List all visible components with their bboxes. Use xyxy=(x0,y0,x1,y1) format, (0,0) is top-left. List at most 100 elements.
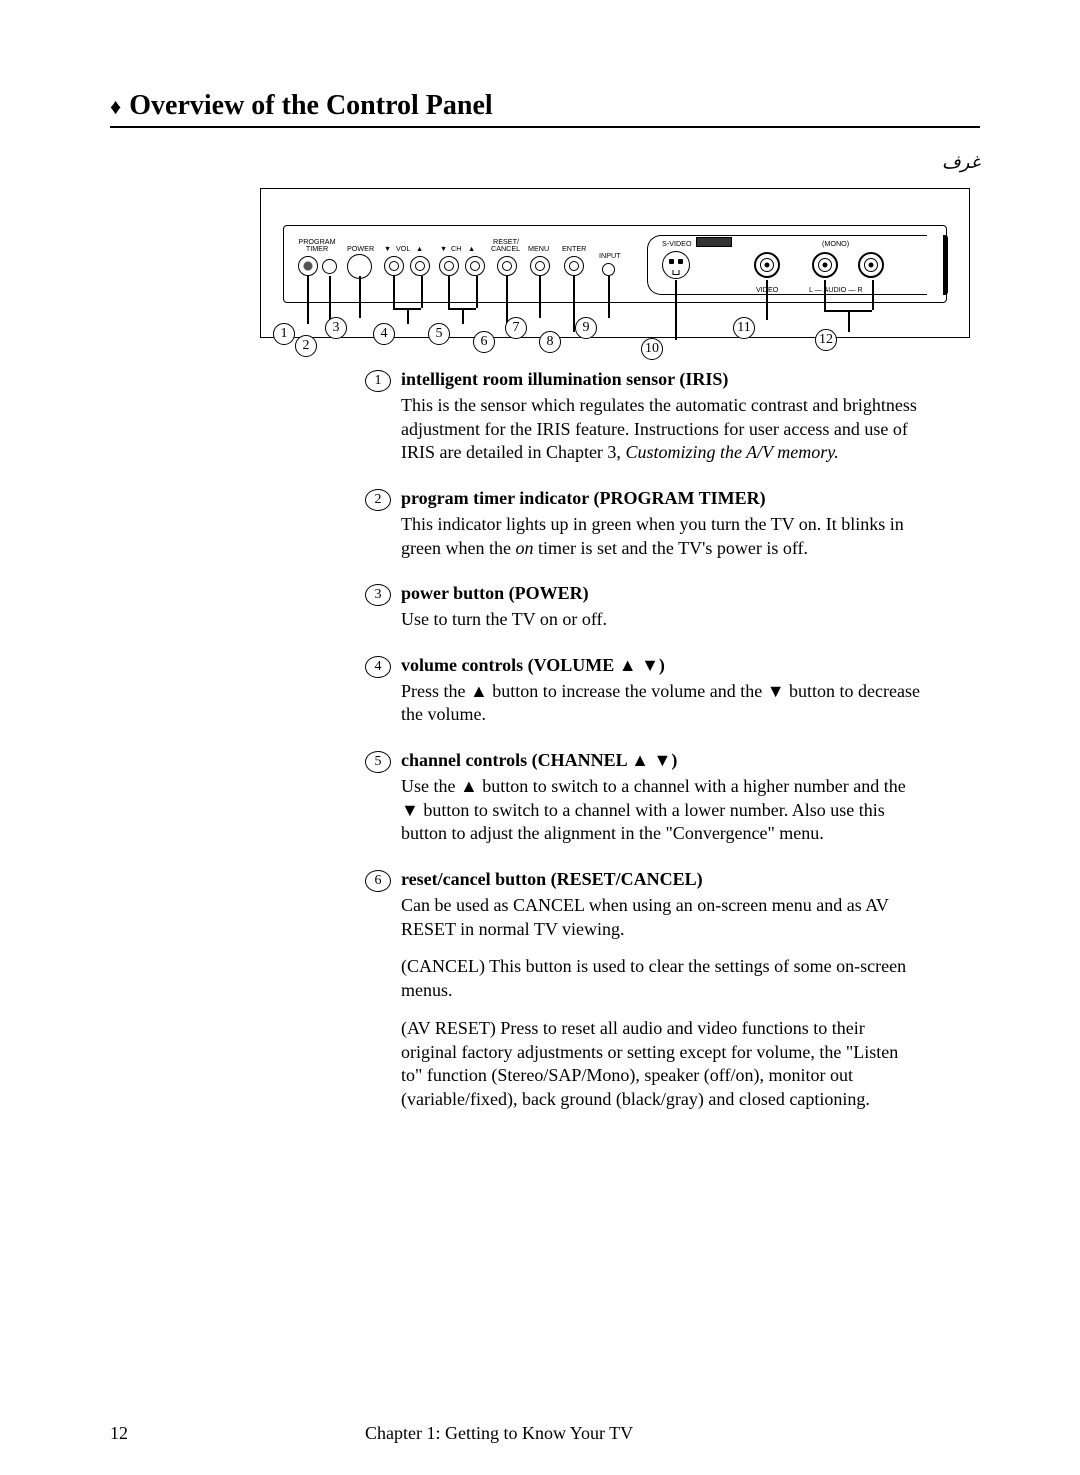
item-body: reset/cancel button (RESET/CANCEL) Can be… xyxy=(401,868,920,1112)
callout-6: 6 xyxy=(473,331,495,353)
lead xyxy=(359,276,361,318)
lead xyxy=(421,276,423,308)
lead xyxy=(307,276,309,324)
item-desc: This indicator lights up in green when y… xyxy=(401,513,920,561)
lead xyxy=(766,280,768,320)
label-input: INPUT xyxy=(599,252,621,259)
ch-up xyxy=(465,256,485,276)
item-title: channel controls (CHANNEL ▲ ▼) xyxy=(401,750,677,770)
label-timer: TIMER xyxy=(294,245,340,252)
dark-box xyxy=(696,237,732,247)
item-desc: Can be used as CANCEL when using an on-s… xyxy=(401,894,920,1112)
item: 6 reset/cancel button (RESET/CANCEL) Can b… xyxy=(365,868,920,1112)
audio-l-jack xyxy=(812,252,838,278)
item-paragraph: This is the sensor which regulates the a… xyxy=(401,394,920,465)
label-enter: ENTER xyxy=(562,245,586,252)
lead xyxy=(573,276,575,332)
label-reset2: CANCEL xyxy=(491,245,520,252)
item-body: power button (POWER) Use to turn the TV o… xyxy=(401,582,920,632)
item-number: 3 xyxy=(365,584,391,606)
menu-btn xyxy=(530,256,550,276)
lead xyxy=(848,310,850,332)
callout-10: 10 xyxy=(641,338,663,360)
section-header: ♦ Overview of the Control Panel xyxy=(110,90,980,128)
callout-11: 11 xyxy=(733,317,755,339)
ch-down xyxy=(439,256,459,276)
label-mono: (MONO) xyxy=(822,240,849,247)
item-title: power button (POWER) xyxy=(401,583,589,603)
item-body: intelligent room illumination sensor (IR… xyxy=(401,368,920,465)
item-title: program timer indicator (PROGRAM TIMER) xyxy=(401,488,766,508)
item: 1 intelligent room illumination sensor (I… xyxy=(365,368,920,465)
label-menu: MENU xyxy=(528,245,549,252)
timer-led xyxy=(322,259,337,274)
callout-8: 8 xyxy=(539,331,561,353)
label-power: POWER xyxy=(347,245,374,252)
callout-5: 5 xyxy=(428,323,450,345)
item-paragraph: Press the ▲ button to increase the volum… xyxy=(401,680,920,728)
callout-12: 12 xyxy=(815,329,837,351)
enter-btn xyxy=(564,256,584,276)
item-title: volume controls (VOLUME ▲ ▼) xyxy=(401,655,665,675)
item-desc: This is the sensor which regulates the a… xyxy=(401,394,920,465)
panel-frame: PROGRAM TIMER POWER ▼ VOL ▲ ▼ CH ▲ RESET… xyxy=(283,225,947,303)
item-paragraph: Use to turn the TV on or off. xyxy=(401,608,920,632)
item-number: 6 xyxy=(365,870,391,892)
items-list: 1 intelligent room illumination sensor (I… xyxy=(365,368,920,1112)
control-panel-diagram: غرف PROGRAM TIMER POWER ▼ VOL ▲ ▼ CH ▲ R… xyxy=(260,188,970,338)
lead xyxy=(476,276,478,308)
item-number: 5 xyxy=(365,751,391,773)
input-led xyxy=(602,263,615,276)
item-body: program timer indicator (PROGRAM TIMER) T… xyxy=(401,487,920,560)
video-jack xyxy=(754,252,780,278)
item-title: reset/cancel button (RESET/CANCEL) xyxy=(401,869,703,889)
item-desc: Use to turn the TV on or off. xyxy=(401,608,920,632)
item: 4volume controls (VOLUME ▲ ▼)Press the ▲… xyxy=(365,654,920,727)
item-paragraph: Use the ▲ button to switch to a channel … xyxy=(401,775,920,846)
callout-7: 7 xyxy=(505,317,527,339)
callout-2: 2 xyxy=(295,335,317,357)
diamond-marker: ♦ xyxy=(110,94,121,120)
lead xyxy=(393,276,395,308)
svideo-jack xyxy=(662,251,690,279)
lead xyxy=(407,308,409,324)
item-desc: Use the ▲ button to switch to a channel … xyxy=(401,775,920,846)
item-desc: Press the ▲ button to increase the volum… xyxy=(401,680,920,728)
item-paragraph: (CANCEL) This button is used to clear th… xyxy=(401,955,920,1003)
chapter-label: Chapter 1: Getting to Know Your TV xyxy=(365,1423,633,1444)
lead xyxy=(675,280,677,340)
label-svideo: S-VIDEO xyxy=(662,240,692,247)
item-number: 1 xyxy=(365,370,391,392)
lead xyxy=(872,280,874,310)
lead xyxy=(462,308,464,324)
item-body: volume controls (VOLUME ▲ ▼) Press the ▲ … xyxy=(401,654,920,727)
item-title: intelligent room illumination sensor (IR… xyxy=(401,369,728,389)
section-title: Overview of the Control Panel xyxy=(129,90,492,122)
label-vol: VOL xyxy=(396,245,410,252)
item: 3 power button (POWER) Use to turn the TV … xyxy=(365,582,920,632)
page-number: 12 xyxy=(110,1423,128,1444)
item-paragraph: (AV RESET) Press to reset all audio and … xyxy=(401,1017,920,1112)
lead xyxy=(608,276,610,318)
item-paragraph: This indicator lights up in green when y… xyxy=(401,513,920,561)
lead xyxy=(539,276,541,318)
vol-down xyxy=(384,256,404,276)
callout-3: 3 xyxy=(325,317,347,339)
item: 2 program timer indicator (PROGRAM TIMER)… xyxy=(365,487,920,560)
callout-1: 1 xyxy=(273,323,295,345)
lead xyxy=(448,276,450,308)
item-paragraph: Can be used as CANCEL when using an on-s… xyxy=(401,894,920,942)
label-audio: L — AUDIO — R xyxy=(809,286,863,293)
label-ch: CH xyxy=(451,245,461,252)
reset-btn xyxy=(497,256,517,276)
iris-sensor xyxy=(298,256,318,276)
item-number: 2 xyxy=(365,489,391,511)
corner-mark: غرف xyxy=(942,152,980,173)
item-body: channel controls (CHANNEL ▲ ▼) Use the ▲ … xyxy=(401,749,920,846)
item: 5 channel controls (CHANNEL ▲ ▼) Use the ▲… xyxy=(365,749,920,846)
audio-r-jack xyxy=(858,252,884,278)
callout-4: 4 xyxy=(373,323,395,345)
right-rail xyxy=(943,235,948,295)
lead xyxy=(824,280,826,310)
callout-9: 9 xyxy=(575,317,597,339)
